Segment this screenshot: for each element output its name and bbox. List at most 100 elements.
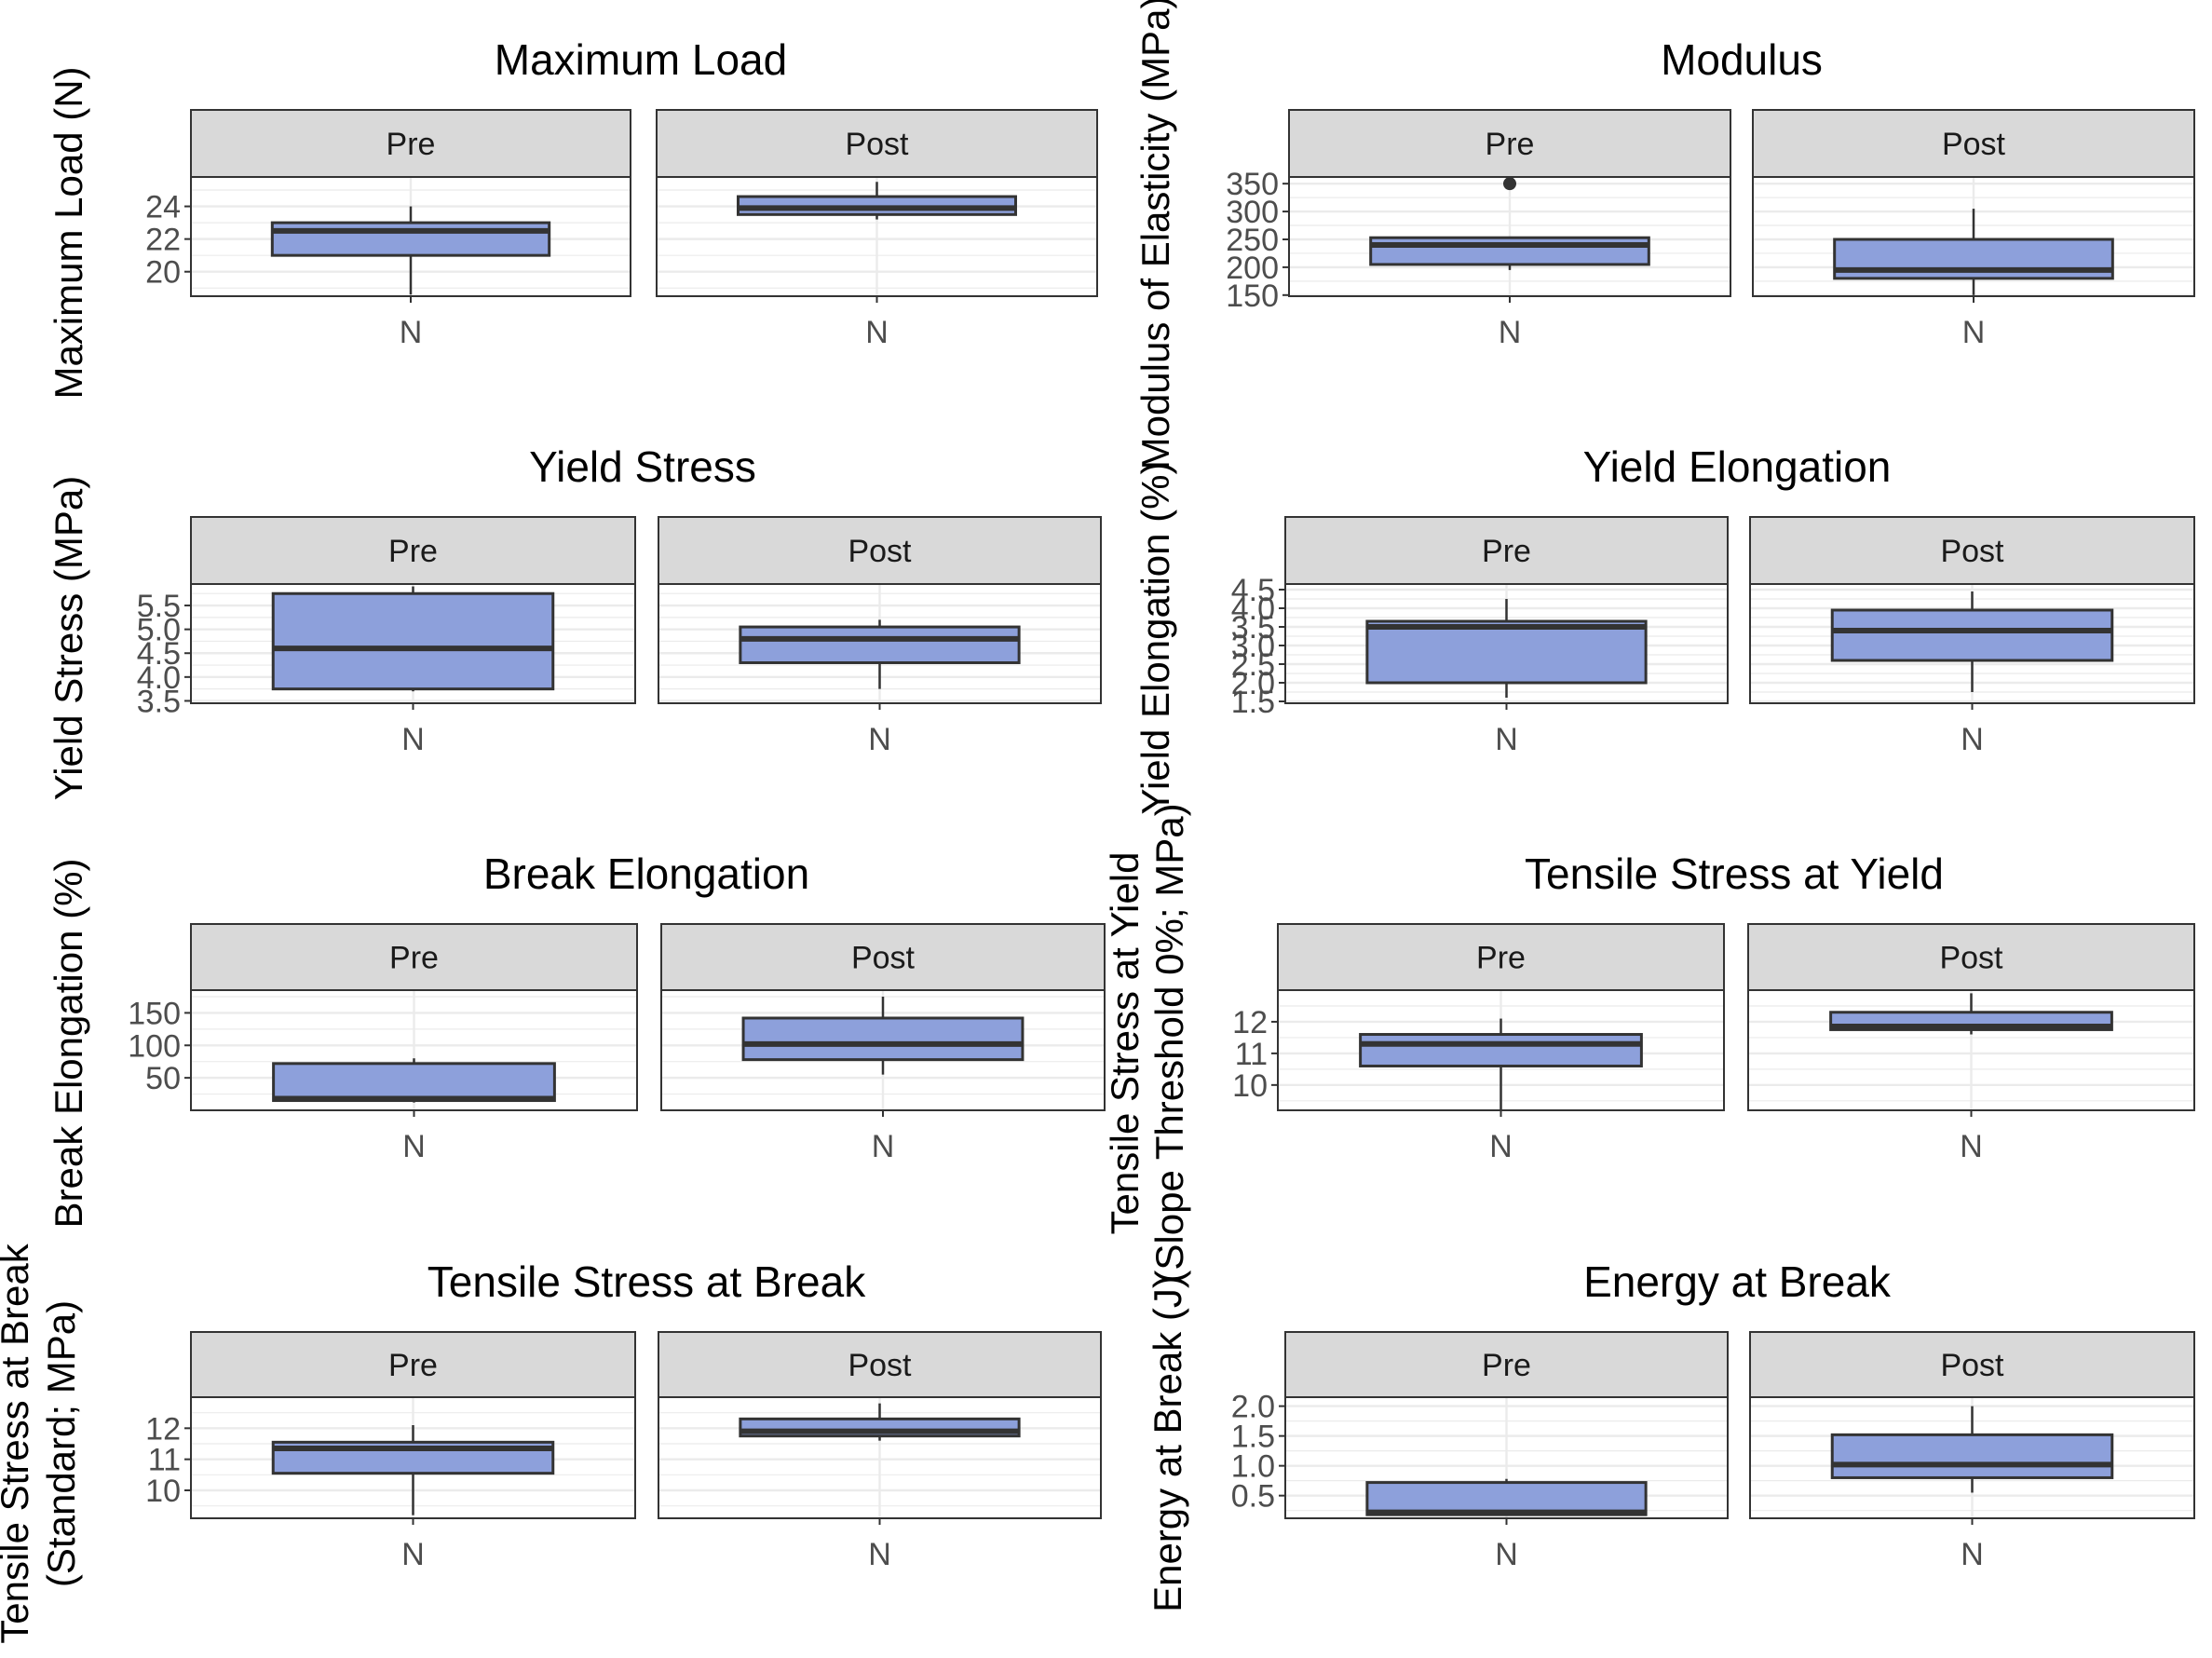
facet-post: Post N [658, 516, 1102, 757]
box-n: N [741, 996, 1025, 1164]
subplot-title: Yield Elongation [1583, 442, 1892, 491]
y-tick-label: 2.0 [1231, 1390, 1275, 1425]
facet-strip-label: Pre [388, 534, 438, 569]
facet-post: Post N [658, 1331, 1102, 1572]
y-axis-label: Tensile Stress at Yield [1103, 852, 1147, 1235]
facet-strip [1277, 923, 1725, 991]
box-iqr [1830, 1433, 2114, 1479]
y-tick-label: 11 [1235, 1037, 1268, 1072]
x-tick-label: N [868, 722, 891, 757]
facet-post: Post N [660, 923, 1106, 1164]
facet-strip-label: Pre [1486, 127, 1535, 162]
facet-post: Post N [1749, 516, 2195, 757]
y-axis-label: Tensile Stress at Break [0, 1243, 36, 1644]
y-axis-label-line2: (Standard; MPa) [39, 1300, 83, 1587]
y-tick-label: 5.0 [137, 613, 181, 648]
panel-border [190, 176, 631, 297]
facet-strip-label: Post [1939, 941, 2003, 976]
facet-pre: Pre N [1284, 1331, 1729, 1572]
y-tick-label: 4.0 [1231, 591, 1275, 627]
box-iqr [271, 591, 555, 691]
panel-border [660, 989, 1106, 1111]
y-tick-label: 12 [1232, 1005, 1268, 1040]
facet-strip [190, 923, 638, 991]
x-tick-label: N [1962, 315, 1986, 350]
x-tick-label: N [872, 1129, 895, 1164]
y-axis-label: Break Elongation (%) [47, 859, 90, 1229]
outlier-point [1503, 177, 1516, 191]
box-n: N [737, 182, 1017, 350]
subplot-title: Tensile Stress at Break [427, 1257, 866, 1306]
panel-border [1747, 989, 2195, 1111]
facet-strip-label: Post [1940, 534, 2004, 569]
subplot-title: Maximum Load [495, 35, 787, 84]
box-iqr [739, 625, 1021, 664]
box-iqr [1369, 236, 1650, 266]
facet-strip [1288, 109, 1731, 178]
facet-strip-label: Post [848, 1348, 912, 1383]
y-tick-label: 2.5 [1231, 647, 1275, 683]
y-tick-label: 250 [1226, 223, 1279, 258]
facet-pre: Pre N [190, 516, 636, 757]
y-tick-label: 50 [145, 1061, 181, 1096]
y-tick-label: 5.5 [137, 589, 181, 624]
panel-border [1288, 176, 1731, 297]
x-tick-label: N [400, 315, 423, 350]
facet-strip [1747, 923, 2195, 991]
panel-border [1749, 583, 2195, 704]
facet-post: Post N [656, 109, 1098, 350]
facet-strip [190, 1331, 636, 1398]
y-tick-label: 3.5 [137, 684, 181, 719]
box-n: N [739, 1403, 1021, 1572]
box-n: N [1829, 993, 2113, 1164]
y-tick-label: 2.0 [1231, 666, 1275, 701]
facet-pre: Pre N [1277, 923, 1725, 1164]
x-tick-label: N [1960, 1129, 1983, 1164]
y-tick-label: 300 [1226, 195, 1279, 230]
facet-strip-label: Post [845, 127, 909, 162]
facet-post: Post N [1749, 1331, 2195, 1572]
box-n: N [1830, 1406, 2114, 1572]
facet-strip-label: Post [848, 534, 912, 569]
facet-pre: Pre N [190, 1331, 636, 1572]
y-tick-label: 4.0 [137, 660, 181, 696]
y-axis-label: Energy at Break (J) [1146, 1275, 1189, 1612]
panel-border [658, 1396, 1102, 1519]
y-axis-label-line2: (Slope Threshold 0%; MPa) [1147, 803, 1191, 1283]
box-n: N [272, 1058, 556, 1164]
panel-border [190, 583, 636, 704]
y-axis-label: Maximum Load (N) [47, 66, 90, 399]
box-iqr [1359, 1033, 1643, 1067]
y-tick-label: 10 [1232, 1068, 1268, 1104]
box-n: N [1833, 209, 2114, 350]
y-axis-label: Yield Stress (MPa) [47, 476, 90, 801]
y-tick-label: 10 [145, 1474, 181, 1509]
panel-border [1749, 1396, 2195, 1519]
subplot-6: Tensile Stress at Yield Tensile Stress at… [1103, 803, 2195, 1284]
facet-strip [1284, 516, 1729, 585]
box-iqr [272, 1062, 556, 1103]
subplot-title: Break Elongation [483, 849, 809, 898]
y-tick-label: 1.5 [1231, 1420, 1275, 1455]
x-tick-label: N [865, 315, 889, 350]
facet-post: Post N [1747, 923, 2195, 1164]
x-tick-label: N [1499, 315, 1522, 350]
facet-pre: Pre N [190, 923, 638, 1164]
box-n: N [1369, 177, 1650, 350]
facet-strip-label: Pre [1482, 1348, 1531, 1383]
facet-post: Post N [1752, 109, 2195, 350]
x-tick-label: N [1961, 1537, 1984, 1572]
y-tick-label: 4.5 [137, 636, 181, 672]
y-tick-label: 0.5 [1231, 1479, 1275, 1515]
y-tick-label: 3.5 [1231, 610, 1275, 646]
facet-strip [190, 109, 631, 178]
x-tick-label: N [402, 1129, 426, 1164]
y-tick-label: 150 [1226, 279, 1279, 314]
box-iqr [1830, 608, 2114, 662]
facet-strip-label: Pre [389, 941, 439, 976]
y-tick-label: 150 [128, 996, 181, 1031]
